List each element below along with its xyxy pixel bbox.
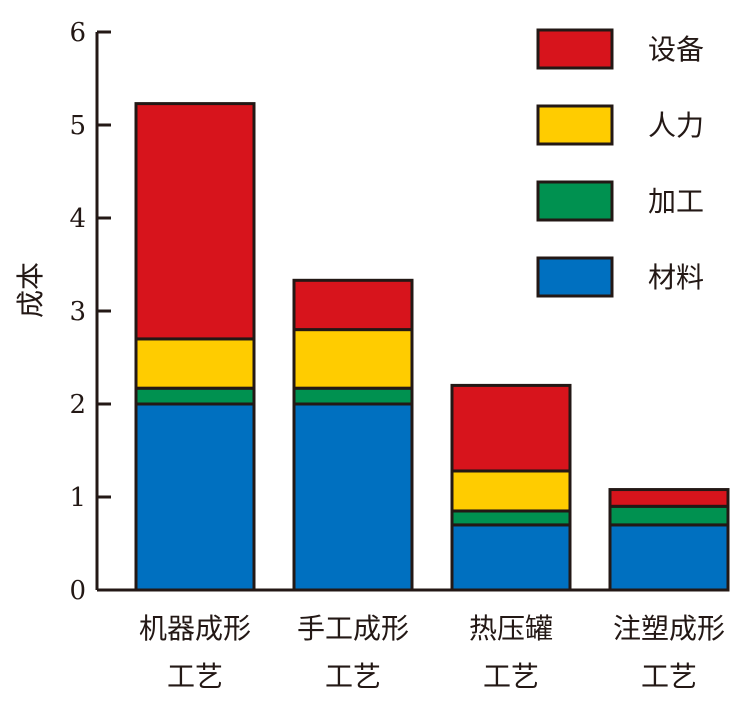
bar-segment-1-1 <box>134 402 256 592</box>
bar-segment-4-4 <box>608 488 730 508</box>
legend-label-2: 人力 <box>648 109 704 142</box>
legend-label-1: 设备 <box>648 33 704 66</box>
bar-segment-2-3 <box>292 328 414 390</box>
y-tick-label-4: 4 <box>69 204 86 234</box>
category-label-3: 热压罐工艺 <box>469 612 553 693</box>
legend-swatch-3 <box>536 180 614 222</box>
legend-swatch-1 <box>536 28 614 70</box>
bar-segment-4-2 <box>608 504 730 527</box>
bar-segment-1-3 <box>134 337 256 390</box>
legend-label-3: 加工 <box>648 185 704 218</box>
category-label-2: 手工成形工艺 <box>297 612 409 693</box>
bar-segment-2-4 <box>292 278 414 332</box>
y-tick-label-3: 3 <box>69 297 86 327</box>
category-label-1: 机器成形工艺 <box>139 612 251 693</box>
bar-segment-1-2 <box>134 386 256 406</box>
bar-segment-3-4 <box>450 383 572 473</box>
bar-segment-1-4 <box>134 102 256 341</box>
bar-segment-3-3 <box>450 469 572 513</box>
bar-segment-2-1 <box>292 402 414 592</box>
y-tick-label-0: 0 <box>69 576 86 606</box>
category-label-4: 注塑成形工艺 <box>613 612 725 693</box>
y-tick-label-5: 5 <box>69 111 86 141</box>
bar-segment-3-2 <box>450 509 572 527</box>
bars-group <box>134 102 730 592</box>
y-tick-label-2: 2 <box>69 390 86 420</box>
legend-swatch-4 <box>536 256 614 298</box>
y-axis-title: 成本 <box>14 262 47 318</box>
legend-label-4: 材料 <box>648 261 704 294</box>
y-tick-label-1: 1 <box>69 483 86 513</box>
bar-segment-4-1 <box>608 523 730 592</box>
legend-swatch-2 <box>536 104 614 146</box>
bar-segment-3-1 <box>450 523 572 592</box>
y-tick-label-6: 6 <box>69 18 86 48</box>
bar-segment-2-2 <box>292 386 414 406</box>
